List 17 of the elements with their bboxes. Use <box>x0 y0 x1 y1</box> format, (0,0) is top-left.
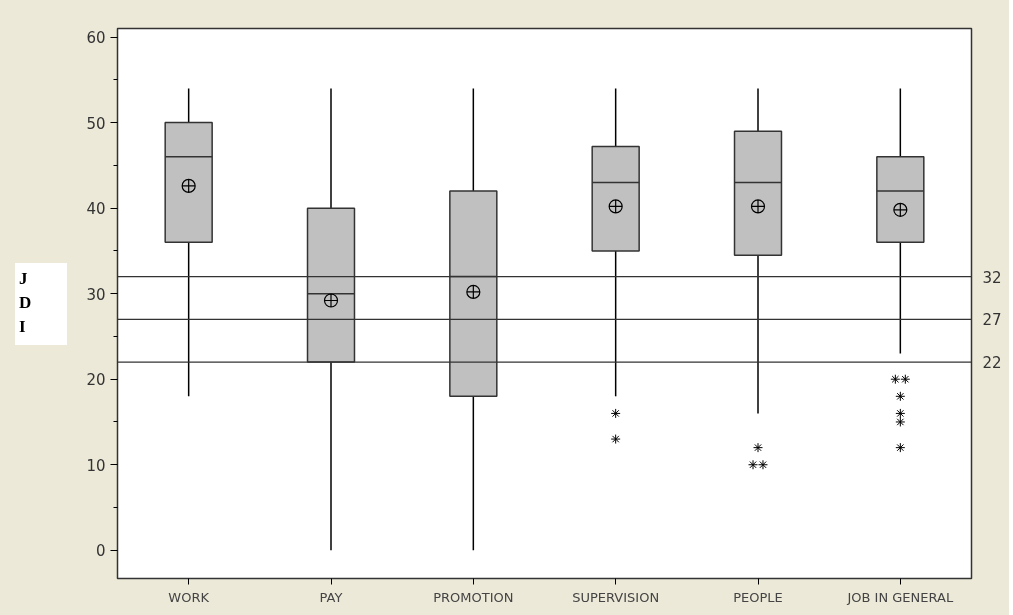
y-tick-label: 30 <box>86 285 106 304</box>
x-tick-label: SUPERVISION <box>572 589 660 605</box>
ref-line-label: 22 <box>982 354 1002 373</box>
y-tick-label: 60 <box>86 29 106 48</box>
x-tick-label: PROMOTION <box>433 589 514 605</box>
y-tick-label: 40 <box>86 200 106 219</box>
x-tick-label: WORK <box>168 589 210 605</box>
x-tick-label: JOB IN GENERAL <box>846 589 954 605</box>
ref-line-label: 27 <box>982 311 1002 330</box>
y-axis-title: JDI <box>15 263 67 345</box>
x-tick-label: PAY <box>319 589 343 605</box>
y-tick-label: 0 <box>95 542 106 561</box>
y-tick-label: 20 <box>86 371 106 390</box>
y-tick-label: 10 <box>86 456 106 475</box>
ref-line-label: 32 <box>982 268 1002 287</box>
x-tick-label: PEOPLE <box>733 589 783 605</box>
y-tick-label: 50 <box>86 114 106 133</box>
